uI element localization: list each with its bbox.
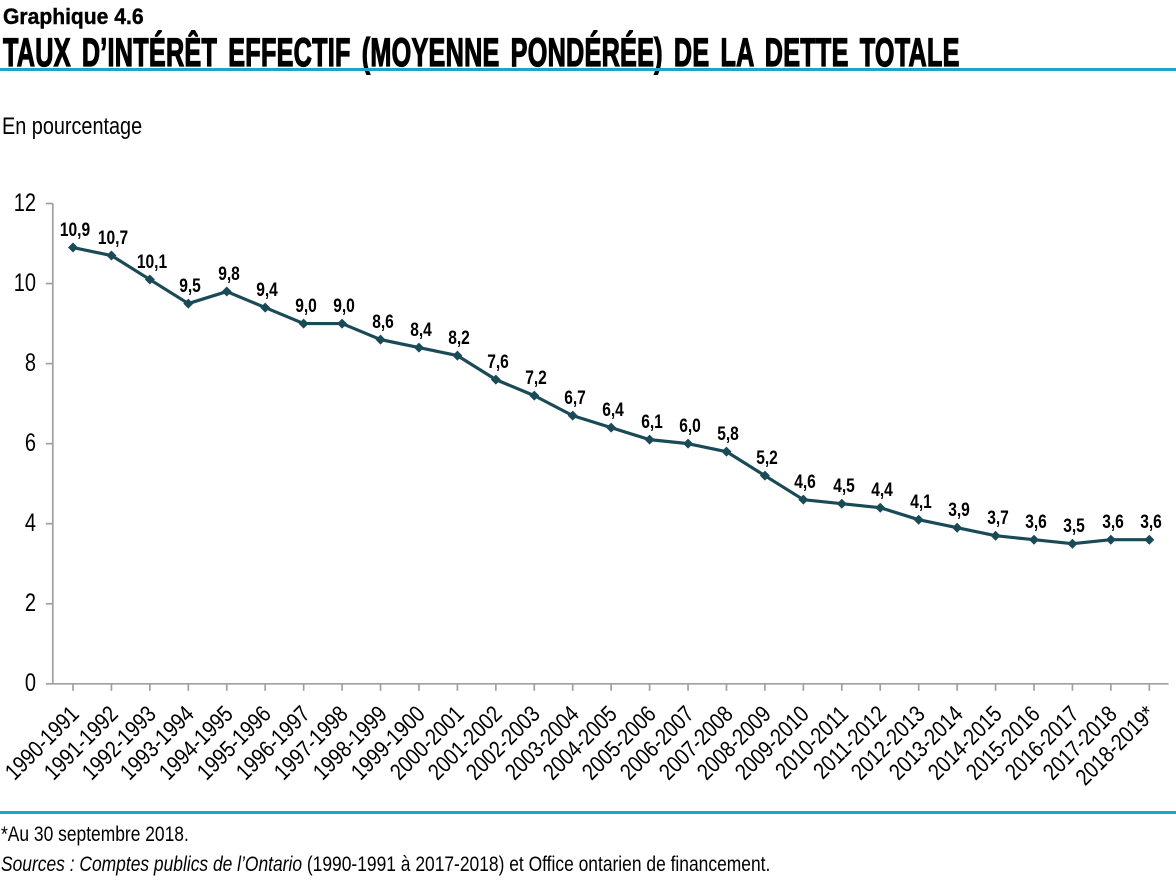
data-point-label: 10,9 (59, 219, 91, 241)
data-point-label: 6,4 (602, 399, 624, 421)
data-point-marker (413, 342, 424, 353)
data-point-marker (221, 286, 232, 297)
sources-note: Sources : Comptes publics de l’Ontario (… (1, 853, 770, 875)
data-point-marker (721, 446, 732, 457)
data-point-marker (875, 502, 886, 513)
y-axis-label: 0 (24, 669, 36, 697)
y-axis-unit-label: En pourcentage (2, 112, 143, 140)
footnote: *Au 30 septembre 2018. (1, 822, 189, 846)
data-point-label: 3,6 (1140, 511, 1163, 533)
data-point-label: 7,6 (487, 351, 509, 373)
data-point-label: 9,0 (294, 295, 317, 317)
data-point-marker (452, 350, 463, 361)
chart-title: TAUX D’INTÉRÊT EFFECTIF (MOYENNE PONDÉRÉ… (3, 31, 960, 75)
data-point-marker (1144, 534, 1155, 545)
data-point-label: 3,7 (986, 507, 1009, 529)
chart-number: Graphique 4.6 (3, 4, 144, 29)
data-point-label: 5,2 (756, 447, 778, 469)
data-point-marker (913, 514, 924, 525)
data-point-label: 9,5 (179, 275, 202, 297)
data-point-marker (606, 422, 617, 433)
data-point-marker (952, 522, 963, 533)
data-point-marker (567, 410, 578, 421)
data-point-label: 4,6 (794, 471, 817, 493)
data-point-marker (337, 318, 348, 329)
data-point-label: 5,8 (717, 423, 740, 445)
data-point-label: 6,1 (640, 411, 663, 433)
data-point-label: 6,7 (563, 387, 586, 409)
data-point-marker (68, 242, 78, 253)
data-point-marker (106, 250, 117, 261)
data-point-label: 8,6 (371, 311, 394, 333)
data-point-marker (1029, 534, 1039, 545)
data-line (72, 245, 1150, 546)
y-axis-label: 8 (24, 349, 36, 377)
y-axis-label: 6 (24, 429, 36, 457)
data-point-marker (144, 274, 155, 285)
data-point-marker (529, 390, 540, 401)
data-point-label: 3,5 (1063, 515, 1086, 537)
y-axis-label: 12 (13, 189, 36, 217)
data-point-marker (375, 334, 386, 345)
data-point-marker (644, 434, 655, 445)
sources-italic-part: Sources : Comptes publics de l’Ontario (1, 852, 307, 876)
data-point-label: 9,4 (256, 279, 278, 301)
data-point-label: 8,2 (448, 327, 471, 349)
data-point-label: 3,6 (1102, 511, 1124, 533)
data-point-marker (683, 438, 694, 449)
y-axis-label: 10 (13, 269, 36, 297)
data-point-marker (490, 374, 501, 385)
data-point-label: 6,0 (679, 415, 701, 437)
data-point-label: 10,1 (136, 251, 168, 273)
footer-accent-rule (0, 811, 1176, 814)
data-point-label: 9,0 (333, 295, 355, 317)
data-point-marker (298, 318, 309, 329)
data-point-label: 8,4 (410, 319, 432, 341)
data-point-marker (798, 494, 809, 505)
y-axis-label: 4 (24, 509, 36, 537)
data-point-label: 4,1 (909, 491, 932, 513)
data-point-label: 4,5 (832, 475, 855, 497)
data-point-label: 10,7 (98, 227, 129, 249)
data-point-label: 9,8 (217, 263, 240, 285)
data-point-marker (183, 298, 194, 309)
title-accent-rule (0, 68, 1176, 71)
data-point-label: 4,4 (871, 479, 894, 501)
data-point-label: 3,6 (1025, 511, 1047, 533)
data-point-marker (990, 530, 1001, 541)
y-axis-label: 2 (24, 589, 36, 617)
data-point-marker (836, 498, 847, 509)
data-point-label: 7,2 (525, 367, 548, 389)
data-point-label: 3,9 (948, 499, 970, 521)
data-point-marker (759, 470, 770, 481)
data-point-marker (1105, 534, 1116, 545)
data-point-marker (1067, 538, 1078, 549)
sources-regular-part: (1990-1991 à 2017-2018) et Office ontari… (306, 852, 771, 876)
data-point-marker (260, 302, 271, 313)
